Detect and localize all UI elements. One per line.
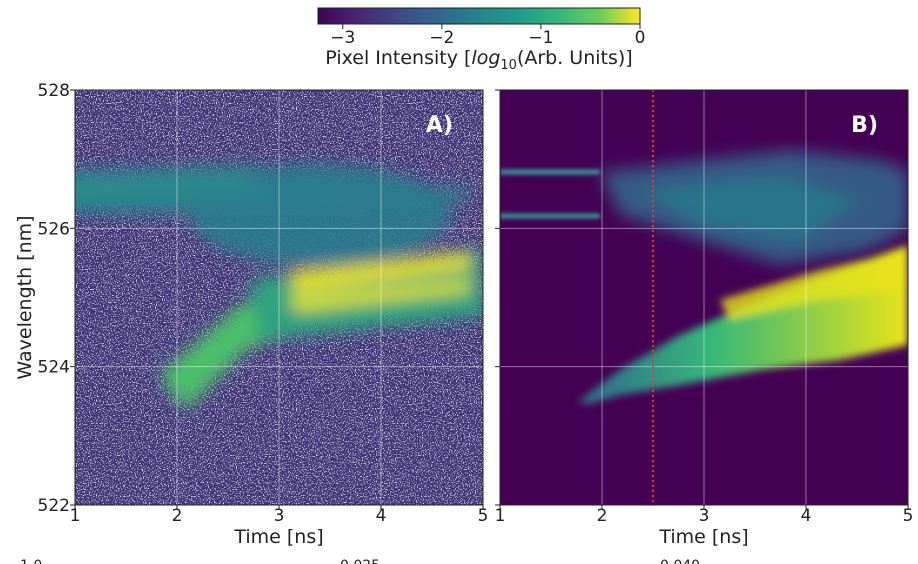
label-part: (Arb. Units)] bbox=[517, 47, 633, 69]
panel-label: A) bbox=[426, 113, 453, 138]
footer-text: 1.0 bbox=[20, 558, 42, 564]
heatmap-image bbox=[500, 90, 908, 505]
colorbar-label: Pixel Intensity [log10(Arb. Units)] bbox=[325, 47, 632, 73]
y-axis-label: Wavelength [nm] bbox=[14, 215, 36, 379]
colorbar-tick-label: −1 bbox=[528, 28, 553, 48]
label-part: log bbox=[471, 47, 500, 69]
x-tick-label: 2 bbox=[172, 506, 183, 526]
label-part: Pixel Intensity [ bbox=[325, 47, 471, 69]
x-tick-label: 4 bbox=[801, 506, 812, 526]
footer-text: 0.025 bbox=[340, 558, 380, 564]
x-axis-label: Time [ns] bbox=[658, 526, 748, 548]
x-tick-label: 5 bbox=[903, 506, 914, 526]
heatmap-image bbox=[75, 90, 483, 505]
x-tick-label: 5 bbox=[478, 506, 489, 526]
y-tick-label: 528 bbox=[38, 81, 70, 101]
footer-text: 0.040 bbox=[660, 558, 700, 564]
colorbar-tick-label: −3 bbox=[330, 28, 355, 48]
x-tick-label: 1 bbox=[70, 506, 81, 526]
colorbar-tick-label: 0 bbox=[635, 28, 646, 48]
x-axis-label: Time [ns] bbox=[233, 526, 323, 548]
y-tick-label: 522 bbox=[38, 496, 70, 516]
colorbar-tick-label: −2 bbox=[429, 28, 454, 48]
y-tick-label: 526 bbox=[38, 219, 70, 239]
panel-label: B) bbox=[851, 113, 878, 138]
x-tick-label: 3 bbox=[699, 506, 710, 526]
colorbar bbox=[317, 7, 641, 25]
x-tick-label: 4 bbox=[376, 506, 387, 526]
plot-frame bbox=[74, 89, 484, 506]
x-tick-label: 2 bbox=[597, 506, 608, 526]
plot-frame bbox=[499, 89, 909, 506]
label-part: 10 bbox=[500, 58, 517, 73]
x-tick-label: 3 bbox=[274, 506, 285, 526]
x-tick-label: 1 bbox=[495, 506, 506, 526]
y-tick-label: 524 bbox=[38, 358, 70, 378]
